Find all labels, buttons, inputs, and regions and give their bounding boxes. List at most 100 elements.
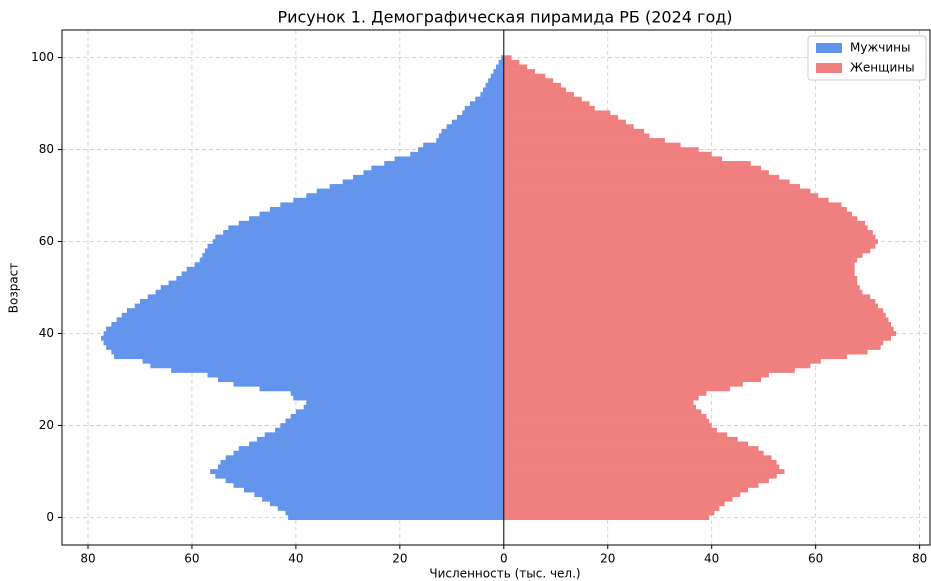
bar bbox=[277, 505, 504, 511]
legend: Мужчины Женщины bbox=[807, 35, 927, 81]
bar bbox=[503, 170, 769, 176]
bar bbox=[503, 119, 626, 125]
bar bbox=[264, 432, 504, 438]
y-tick-label: 20 bbox=[39, 418, 54, 432]
bar bbox=[215, 234, 504, 240]
bar bbox=[171, 367, 504, 373]
bar bbox=[503, 432, 728, 438]
bar bbox=[363, 170, 504, 176]
bar bbox=[503, 220, 866, 226]
bar bbox=[503, 202, 842, 208]
bar bbox=[503, 234, 876, 240]
bar bbox=[423, 142, 504, 148]
bar bbox=[503, 179, 790, 185]
bar bbox=[147, 294, 504, 300]
bar bbox=[142, 358, 504, 364]
bar bbox=[503, 298, 876, 304]
bar bbox=[293, 395, 504, 401]
x-tick-label: 40 bbox=[704, 552, 719, 566]
bar bbox=[217, 377, 504, 383]
bar bbox=[394, 156, 504, 162]
bar bbox=[225, 455, 504, 461]
bar bbox=[441, 128, 504, 134]
bar bbox=[503, 372, 769, 378]
bar bbox=[254, 492, 504, 498]
x-tick-label: 20 bbox=[600, 552, 615, 566]
bar bbox=[503, 197, 829, 203]
bar bbox=[503, 487, 749, 493]
bar bbox=[316, 188, 504, 194]
bar bbox=[121, 312, 504, 318]
bar bbox=[290, 413, 504, 419]
bar bbox=[503, 115, 619, 120]
bar bbox=[488, 78, 504, 84]
bar bbox=[503, 243, 876, 249]
bar bbox=[503, 317, 889, 323]
bar bbox=[503, 478, 769, 484]
bar bbox=[503, 464, 780, 470]
bar bbox=[503, 335, 892, 341]
bar bbox=[150, 363, 504, 369]
bar bbox=[410, 151, 504, 157]
chart-title: Рисунок 1. Демографическая пирамида РБ (… bbox=[277, 8, 732, 27]
bar bbox=[457, 115, 504, 120]
x-tick-label: 60 bbox=[808, 552, 823, 566]
bar bbox=[503, 193, 819, 199]
bar bbox=[503, 174, 780, 180]
legend-swatch bbox=[816, 63, 842, 73]
bar bbox=[503, 312, 886, 318]
bar bbox=[503, 239, 879, 245]
y-tick-label: 100 bbox=[31, 50, 54, 64]
bar bbox=[503, 78, 554, 84]
bar bbox=[503, 492, 741, 498]
bar bbox=[503, 124, 634, 130]
bar bbox=[503, 381, 743, 387]
bar bbox=[503, 340, 884, 346]
bar bbox=[259, 211, 504, 217]
bar bbox=[503, 409, 702, 415]
bar bbox=[436, 138, 504, 143]
x-tick-label: 60 bbox=[184, 552, 199, 566]
bar bbox=[470, 101, 504, 107]
bar bbox=[259, 386, 504, 392]
bar bbox=[462, 110, 504, 116]
bar bbox=[295, 409, 504, 415]
bar bbox=[275, 427, 504, 433]
bar bbox=[503, 390, 707, 396]
bar bbox=[233, 482, 504, 488]
bar bbox=[503, 349, 868, 355]
bar bbox=[503, 285, 860, 291]
bar bbox=[503, 441, 749, 447]
bar bbox=[503, 308, 884, 314]
bar bbox=[220, 459, 504, 465]
bar bbox=[503, 280, 858, 286]
bar bbox=[503, 294, 871, 300]
bar bbox=[217, 464, 504, 470]
bar bbox=[503, 505, 720, 511]
bar bbox=[215, 473, 504, 479]
bar bbox=[496, 64, 504, 70]
bar bbox=[303, 404, 504, 410]
bar bbox=[503, 133, 650, 139]
bar bbox=[503, 110, 611, 116]
bar bbox=[503, 151, 712, 157]
bar bbox=[503, 331, 897, 337]
bar bbox=[503, 289, 863, 295]
bar bbox=[483, 87, 504, 93]
bar bbox=[249, 216, 504, 222]
bar bbox=[503, 230, 873, 235]
bar bbox=[269, 501, 504, 507]
bar bbox=[371, 165, 504, 171]
bar bbox=[503, 142, 681, 148]
bar bbox=[503, 188, 811, 194]
bar bbox=[384, 161, 504, 166]
bar bbox=[503, 248, 871, 254]
bar bbox=[503, 161, 751, 166]
bar bbox=[103, 340, 504, 346]
bar bbox=[503, 413, 707, 419]
x-tick-label: 0 bbox=[500, 552, 508, 566]
bar bbox=[503, 321, 892, 327]
bar bbox=[503, 326, 894, 332]
bar bbox=[503, 400, 694, 406]
bar bbox=[503, 418, 710, 424]
